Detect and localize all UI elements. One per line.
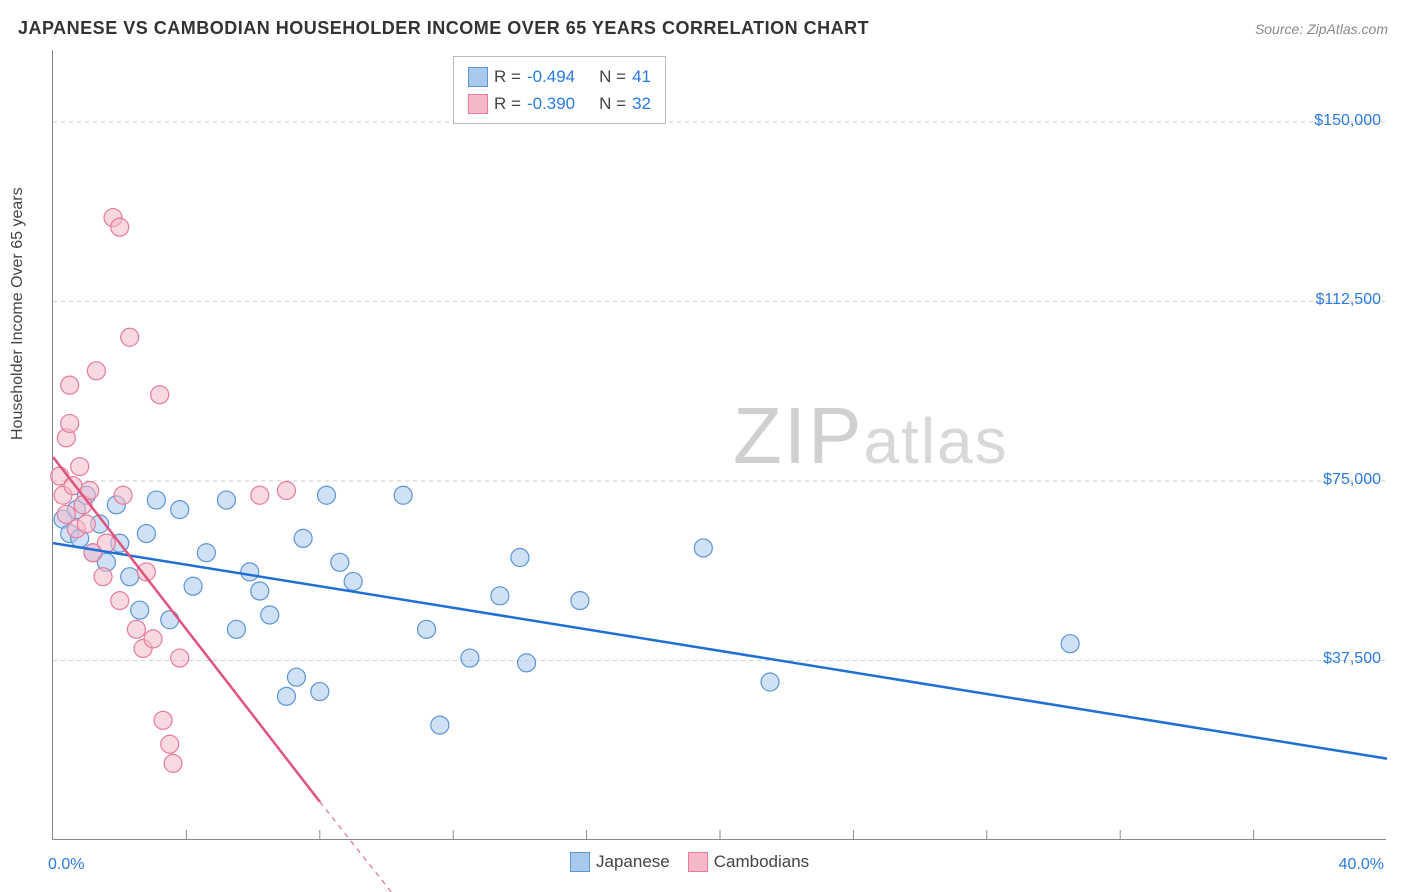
legend-swatch-icon: [468, 67, 488, 87]
scatter-point: [184, 577, 202, 595]
legend-n-label: N =: [599, 90, 626, 117]
scatter-point: [311, 683, 329, 701]
chart-title: JAPANESE VS CAMBODIAN HOUSEHOLDER INCOME…: [18, 18, 869, 39]
scatter-point: [227, 620, 245, 638]
scatter-point: [61, 376, 79, 394]
scatter-point: [331, 553, 349, 571]
scatter-point: [511, 549, 529, 567]
legend-n-label: N =: [599, 63, 626, 90]
scatter-point: [418, 620, 436, 638]
y-tick-label: $75,000: [1286, 471, 1381, 489]
scatter-point: [518, 654, 536, 672]
scatter-point: [761, 673, 779, 691]
scatter-point: [147, 491, 165, 509]
trend-line-extrapolated: [320, 802, 403, 892]
scatter-point: [131, 601, 149, 619]
scatter-point: [241, 563, 259, 581]
scatter-point: [261, 606, 279, 624]
source-attribution: Source: ZipAtlas.com: [1255, 21, 1388, 37]
scatter-point: [161, 735, 179, 753]
scatter-point: [171, 501, 189, 519]
scatter-point: [431, 716, 449, 734]
scatter-point: [277, 687, 295, 705]
scatter-point: [251, 486, 269, 504]
legend-row: R =-0.390 N =32: [468, 90, 651, 117]
series-legend: Japanese Cambodians: [570, 852, 809, 872]
y-tick-label: $150,000: [1286, 112, 1381, 130]
scatter-point: [694, 539, 712, 557]
legend-r-label: R =: [494, 63, 521, 90]
scatter-point: [97, 534, 115, 552]
legend-r-value: -0.390: [527, 90, 575, 117]
scatter-point: [164, 754, 182, 772]
legend-swatch-icon: [570, 852, 590, 872]
scatter-point: [114, 486, 132, 504]
scatter-point: [121, 328, 139, 346]
legend-r-value: -0.494: [527, 63, 575, 90]
scatter-point: [137, 525, 155, 543]
scatter-point: [294, 529, 312, 547]
scatter-point: [344, 572, 362, 590]
scatter-point: [171, 649, 189, 667]
scatter-point: [111, 592, 129, 610]
scatter-point: [111, 218, 129, 236]
scatter-point: [461, 649, 479, 667]
legend-n-value: 41: [632, 63, 651, 90]
trend-line: [53, 543, 1387, 758]
scatter-point: [491, 587, 509, 605]
series-legend-label: Cambodians: [714, 852, 809, 872]
x-axis-min-label: 0.0%: [48, 856, 84, 874]
legend-swatch-icon: [468, 94, 488, 114]
scatter-point: [1061, 635, 1079, 653]
chart-svg: [53, 50, 1387, 840]
scatter-point: [217, 491, 235, 509]
header: JAPANESE VS CAMBODIAN HOUSEHOLDER INCOME…: [18, 18, 1388, 39]
y-axis-label: Householder Income Over 65 years: [9, 187, 27, 440]
series-legend-item: Cambodians: [688, 852, 809, 872]
scatter-point: [87, 362, 105, 380]
scatter-point: [277, 481, 295, 499]
y-tick-label: $112,500: [1286, 291, 1381, 309]
scatter-point: [144, 630, 162, 648]
plot-area: ZIPatlas R =-0.494N =41R =-0.390N =32: [52, 50, 1386, 840]
x-axis-max-label: 40.0%: [1339, 856, 1384, 874]
scatter-point: [151, 386, 169, 404]
correlation-legend: R =-0.494 N =41 R =-0.390 N =32: [453, 56, 666, 124]
scatter-point: [94, 568, 112, 586]
scatter-point: [571, 592, 589, 610]
legend-swatch-icon: [688, 852, 708, 872]
scatter-point: [61, 414, 79, 432]
scatter-point: [127, 620, 145, 638]
scatter-point: [161, 611, 179, 629]
legend-n-value: 32: [632, 90, 651, 117]
scatter-point: [251, 582, 269, 600]
scatter-point: [154, 711, 172, 729]
scatter-point: [287, 668, 305, 686]
scatter-point: [77, 515, 95, 533]
series-legend-item: Japanese: [570, 852, 670, 872]
scatter-point: [394, 486, 412, 504]
legend-r-label: R =: [494, 90, 521, 117]
series-legend-label: Japanese: [596, 852, 670, 872]
legend-row: R =-0.494 N =41: [468, 63, 651, 90]
y-tick-label: $37,500: [1286, 650, 1381, 668]
scatter-point: [71, 458, 89, 476]
scatter-point: [197, 544, 215, 562]
scatter-point: [317, 486, 335, 504]
scatter-point: [121, 568, 139, 586]
